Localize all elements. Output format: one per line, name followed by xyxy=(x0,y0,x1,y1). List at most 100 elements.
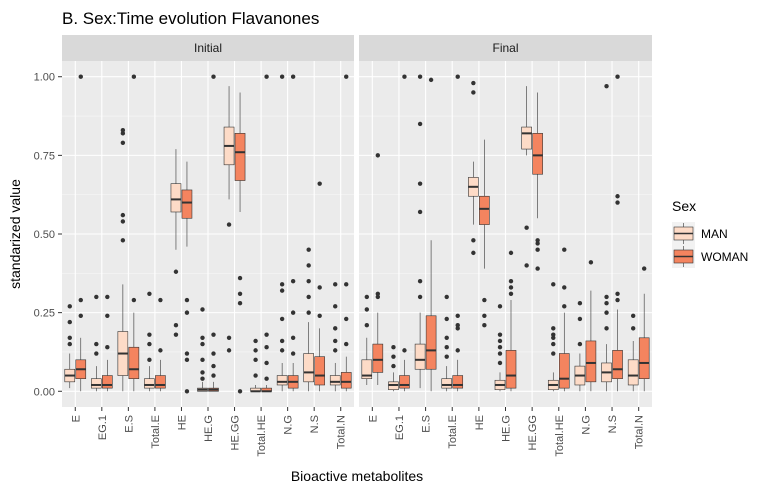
outlier-point xyxy=(105,345,110,350)
outlier-point xyxy=(562,247,567,252)
box-initial-woman-E xyxy=(75,74,87,392)
outlier-point xyxy=(306,310,311,315)
outlier-point xyxy=(253,357,258,363)
outlier-point xyxy=(317,313,322,318)
outlier-point xyxy=(364,294,370,300)
box-final-man-Total.HE xyxy=(547,282,559,392)
box-body xyxy=(329,375,341,386)
outlier-point xyxy=(264,376,269,381)
box-body xyxy=(303,353,314,383)
box-final-woman-Total.N xyxy=(638,266,650,392)
outlier-point xyxy=(211,363,216,369)
outlier-point xyxy=(482,313,487,318)
box-initial-man-EG.1 xyxy=(91,294,102,392)
strip-label-initial: Initial xyxy=(194,41,222,55)
x-tick-label-initial: N.S xyxy=(309,415,321,433)
box-initial-man-E.S xyxy=(117,128,129,392)
box-initial-man-N.S xyxy=(303,247,314,392)
outlier-point xyxy=(279,288,285,293)
box-initial-man-Total.HE xyxy=(250,338,261,393)
outlier-point xyxy=(333,348,338,353)
outlier-point xyxy=(417,74,423,79)
outlier-point xyxy=(147,357,152,363)
box-body xyxy=(532,133,543,175)
outlier-point xyxy=(94,341,99,347)
box-initial-woman-Total.HE xyxy=(261,74,272,393)
outlier-point xyxy=(402,348,407,353)
outlier-point xyxy=(508,285,514,290)
box-final-man-E xyxy=(361,294,373,385)
box-initial-woman-EG.1 xyxy=(102,294,113,392)
outlier-point xyxy=(226,335,232,340)
outlier-point xyxy=(94,294,99,300)
outlier-point xyxy=(94,351,99,356)
box-final-woman-E xyxy=(372,153,384,385)
outlier-point xyxy=(402,74,407,79)
box-body xyxy=(102,375,113,389)
outlier-point xyxy=(264,74,269,79)
outlier-point xyxy=(67,335,72,340)
strip-background-final xyxy=(359,35,652,61)
outlier-point xyxy=(317,181,322,186)
outlier-point xyxy=(306,278,311,284)
outlier-point xyxy=(78,313,83,318)
box-body xyxy=(361,359,373,379)
box-initial-woman-Total.E xyxy=(155,297,166,392)
outlier-point xyxy=(630,326,636,331)
outlier-point xyxy=(120,212,126,218)
box-final-man-Total.E xyxy=(441,294,453,392)
outlier-point xyxy=(344,341,349,347)
x-tick-label-final: E xyxy=(367,415,379,422)
outlier-point xyxy=(237,275,243,281)
outlier-point xyxy=(344,282,349,287)
box-initial-man-HE xyxy=(170,149,182,337)
box-body xyxy=(612,350,623,379)
outlier-point xyxy=(184,297,190,303)
outlier-point xyxy=(211,351,216,356)
box-final-woman-Total.HE xyxy=(558,247,570,392)
outlier-point xyxy=(641,266,647,271)
box-body xyxy=(425,315,437,370)
outlier-point xyxy=(577,316,583,322)
legend-item-woman: WOMAN xyxy=(672,245,748,268)
outlier-point xyxy=(290,278,296,284)
outlier-point xyxy=(497,351,503,356)
outlier-point xyxy=(147,332,152,337)
box-body xyxy=(505,350,517,389)
outlier-point xyxy=(497,338,503,344)
outlier-point xyxy=(455,313,460,318)
outlier-point xyxy=(375,153,381,158)
box-body xyxy=(638,337,650,379)
outlier-point xyxy=(562,285,567,290)
outlier-point xyxy=(497,332,503,337)
outlier-point xyxy=(535,266,540,271)
outlier-point xyxy=(264,345,269,350)
outlier-point xyxy=(391,363,396,369)
outlier-point xyxy=(551,341,556,347)
outlier-point xyxy=(253,338,258,344)
box-initial-woman-N.S xyxy=(314,181,325,392)
box-initial-woman-HE.G xyxy=(208,74,219,392)
outlier-point xyxy=(290,335,296,340)
outlier-point xyxy=(131,297,137,303)
outlier-point xyxy=(200,376,205,381)
box-final-woman-HE.G xyxy=(505,250,517,392)
box-body xyxy=(276,375,288,386)
box-body xyxy=(144,378,155,389)
box-body xyxy=(340,372,352,389)
outlier-point xyxy=(67,304,72,309)
outlier-point xyxy=(306,294,311,300)
outlier-point xyxy=(211,74,216,79)
outlier-point xyxy=(375,294,381,300)
box-body xyxy=(627,359,639,386)
outlier-point xyxy=(428,77,434,83)
outlier-point xyxy=(471,250,476,256)
box-body xyxy=(441,378,453,389)
outlier-point xyxy=(211,332,216,337)
outlier-point xyxy=(279,316,285,322)
outlier-point xyxy=(105,294,110,300)
outlier-point xyxy=(471,238,476,243)
box-body xyxy=(558,353,570,389)
outlier-point xyxy=(290,351,296,356)
